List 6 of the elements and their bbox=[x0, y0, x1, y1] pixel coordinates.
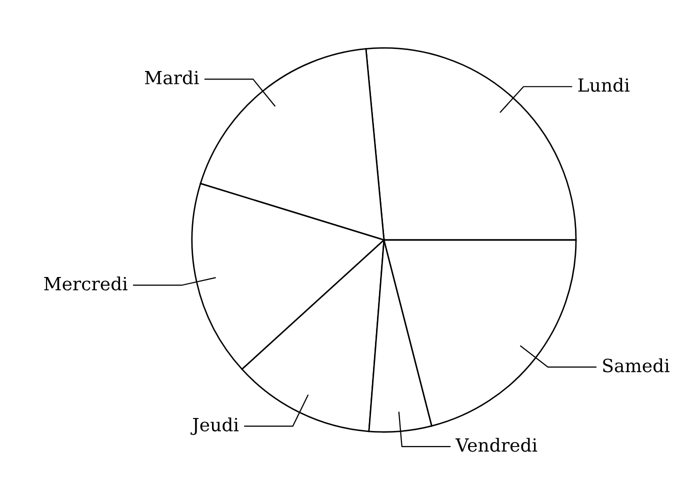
slice-label: Vendredi bbox=[455, 438, 538, 452]
slice-label: Samedi bbox=[603, 358, 670, 372]
slice-label: Mercredi bbox=[44, 276, 128, 290]
slice-label: Mardi bbox=[145, 70, 199, 84]
slice-label: Lundi bbox=[578, 78, 630, 92]
slice-label: Jeudi bbox=[190, 417, 239, 435]
